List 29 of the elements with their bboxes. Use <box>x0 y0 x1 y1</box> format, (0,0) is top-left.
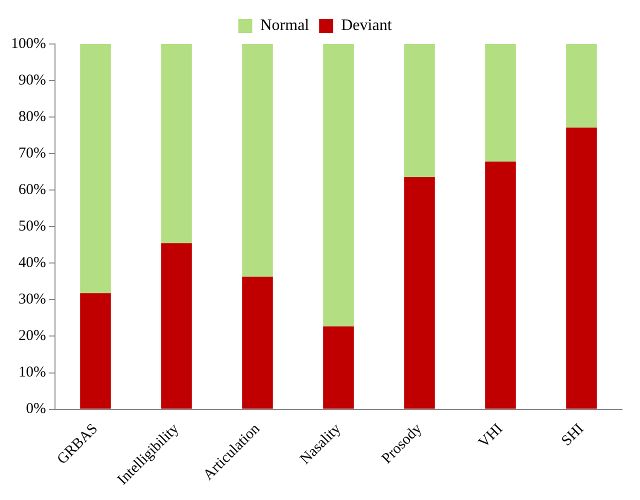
y-tick-label: 90% <box>18 72 46 88</box>
y-tick-label: 40% <box>18 255 46 272</box>
legend-label: Deviant <box>341 17 392 34</box>
y-tick-label: 80% <box>18 108 46 125</box>
y-tick-label: 100% <box>10 36 46 52</box>
bar <box>161 44 192 244</box>
bar <box>485 44 516 162</box>
legend-label: Normal <box>260 17 310 34</box>
bar <box>80 44 111 294</box>
y-tick-label: 50% <box>18 218 46 235</box>
bar <box>161 243 192 409</box>
y-tick-label: 70% <box>18 146 46 162</box>
y-tick-label: 60% <box>18 182 46 198</box>
bar <box>323 44 354 326</box>
bar <box>242 276 273 409</box>
y-tick-label: 30% <box>18 292 46 308</box>
bar <box>404 44 435 177</box>
bar <box>566 128 597 409</box>
x-tick-label: VHI <box>476 420 506 452</box>
bar <box>404 176 435 409</box>
bar <box>323 326 354 409</box>
bar <box>80 293 111 409</box>
x-tick-label: SHI <box>558 420 588 450</box>
y-tick-label: 0% <box>26 401 46 418</box>
bar <box>242 44 273 277</box>
bar <box>566 44 597 128</box>
y-tick-label: 20% <box>18 328 46 344</box>
bar <box>485 162 516 409</box>
y-tick-label: 10% <box>18 364 46 381</box>
